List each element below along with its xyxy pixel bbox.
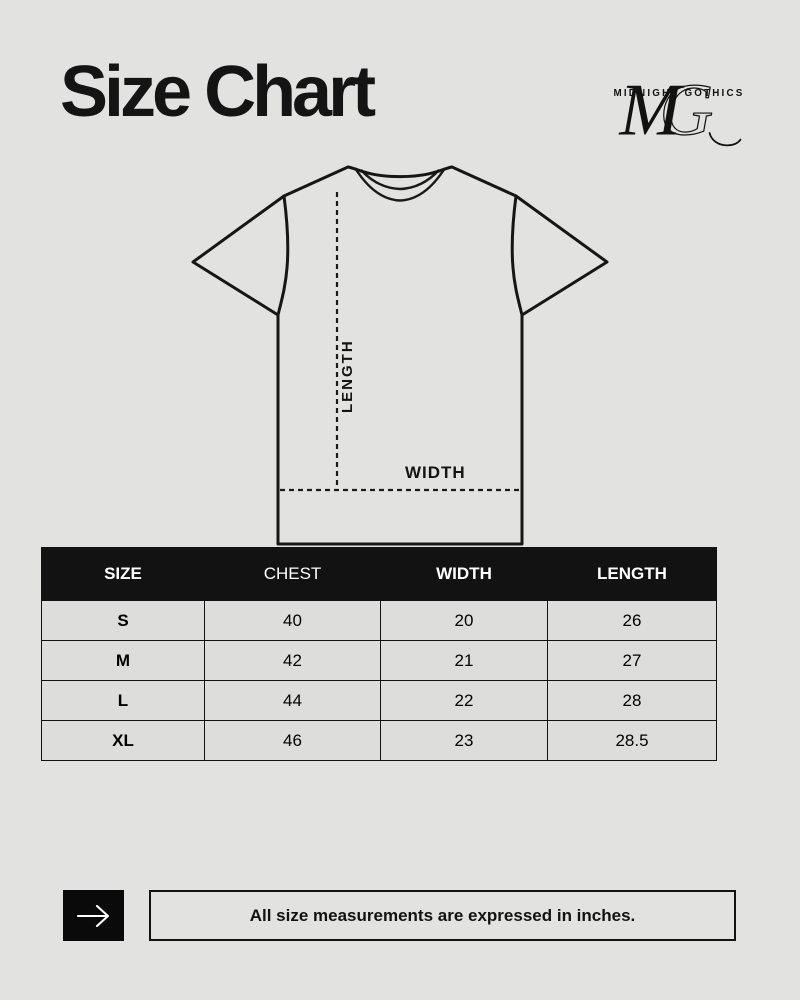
svg-text:WIDTH: WIDTH <box>405 463 466 482</box>
svg-text:G: G <box>660 69 714 151</box>
svg-text:LENGTH: LENGTH <box>339 339 356 413</box>
